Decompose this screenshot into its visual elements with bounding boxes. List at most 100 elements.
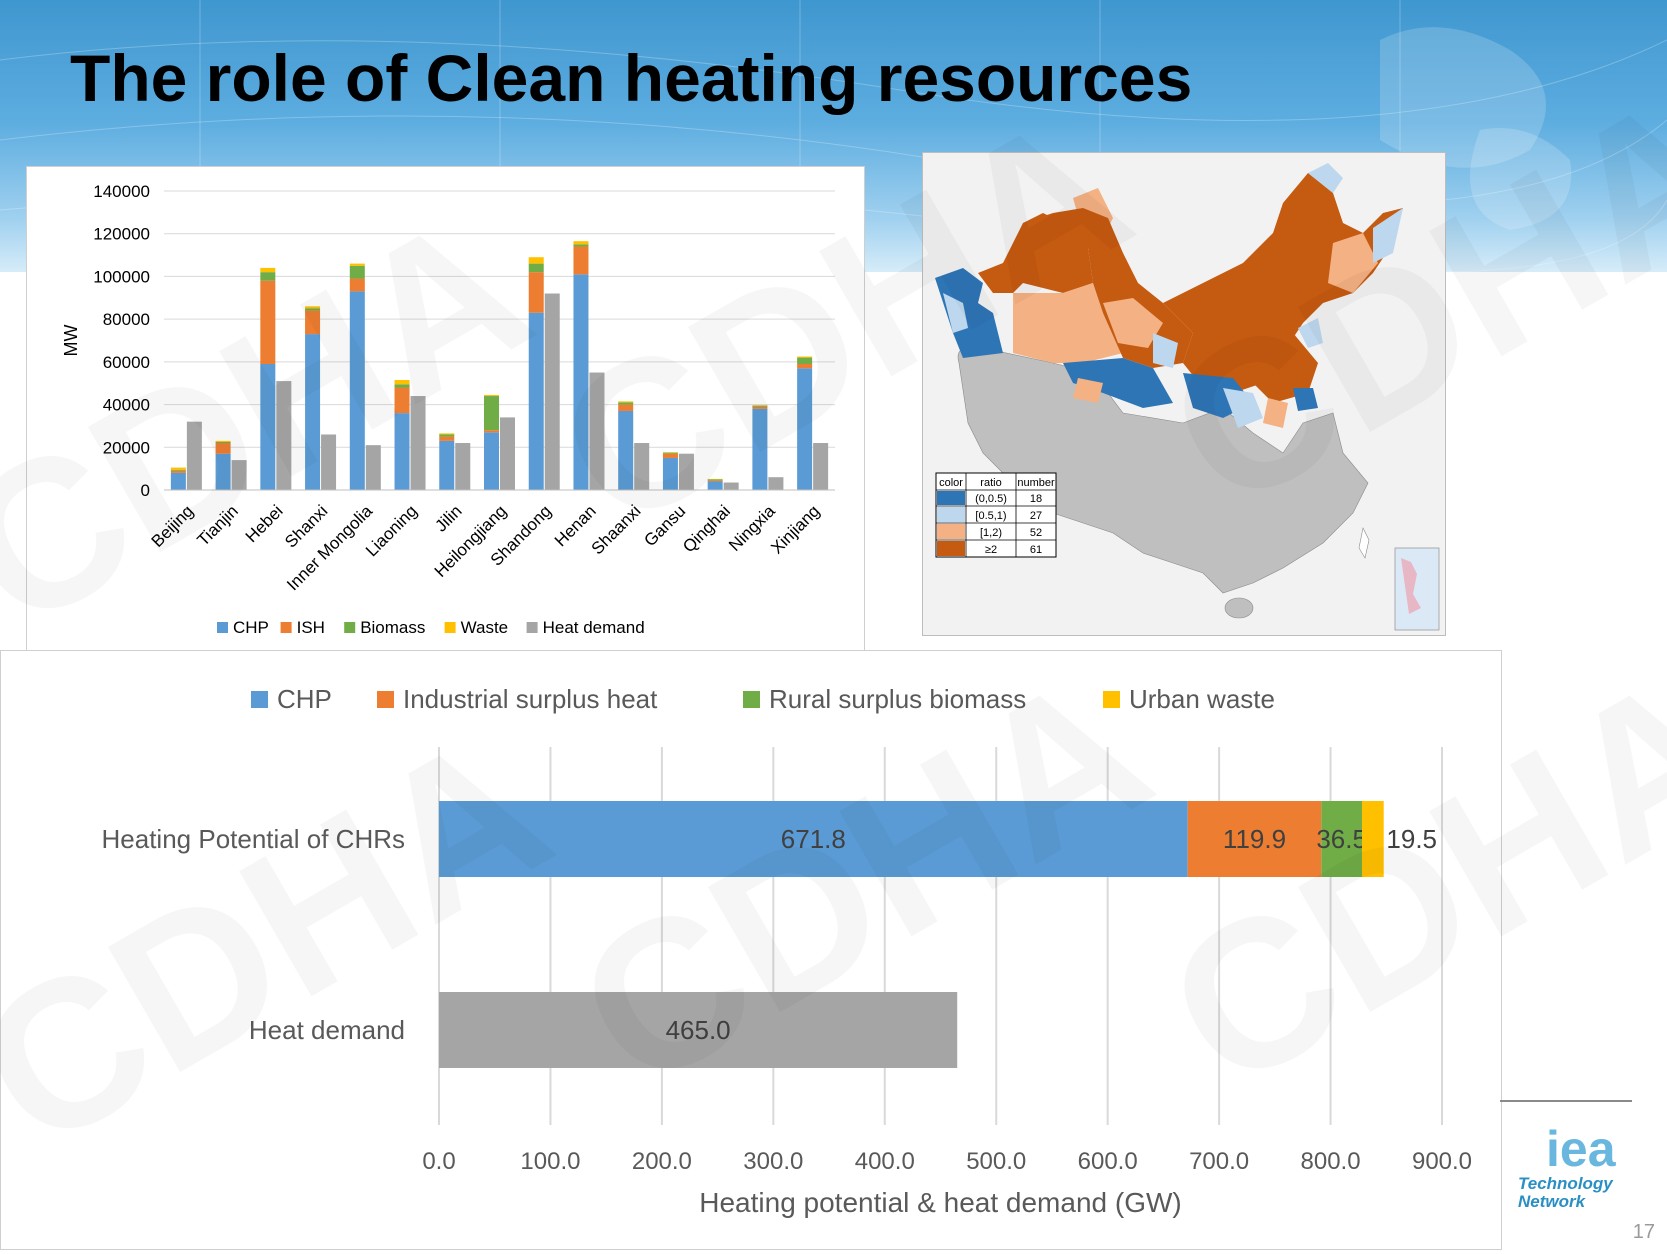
- bar-segment-chp: [260, 364, 275, 490]
- legend-label: Heat demand: [543, 618, 645, 637]
- legend-label: Biomass: [360, 618, 425, 637]
- china-ratio-map: color ratio number (0,0.5) [0.5,1) [1,2)…: [923, 153, 1445, 635]
- bar-segment-waste: [216, 441, 231, 442]
- x-tick-label: 900.0: [1412, 1148, 1472, 1175]
- iea-logo-line2: Network: [1518, 1192, 1585, 1212]
- legend-swatch: [527, 622, 538, 633]
- bar-segment-ish: [216, 443, 231, 454]
- map-legend-ratio: (0,0.5): [975, 493, 1007, 505]
- province-bar-chart: 020000400006000080000100000120000140000M…: [27, 167, 864, 665]
- legend-swatch: [377, 691, 394, 708]
- bar-heat-demand: [545, 294, 560, 490]
- x-tick-label: 600.0: [1078, 1148, 1138, 1175]
- bar-segment-waste: [260, 268, 275, 272]
- bar-segment-chp: [305, 334, 320, 490]
- bar-segment-biomass: [260, 272, 275, 281]
- bar-segment-biomass: [171, 470, 186, 471]
- logo-divider: [1500, 1100, 1632, 1102]
- data-label: 465.0: [666, 1015, 731, 1045]
- bar-segment-biomass: [395, 384, 410, 387]
- map-legend-number: 52: [1030, 527, 1042, 539]
- bar-heat-demand: [724, 483, 739, 490]
- x-tick-label: Shaanxi: [588, 501, 645, 558]
- y-tick-label: 0: [141, 481, 150, 500]
- x-tick-label: 0.0: [422, 1148, 455, 1175]
- iea-logo-text: iea: [1546, 1120, 1616, 1178]
- y-tick-label: 20000: [103, 438, 150, 457]
- y-tick-label: 100000: [93, 267, 150, 286]
- bar-segment-waste: [439, 433, 454, 434]
- map-legend-ratio: [0.5,1): [975, 510, 1006, 522]
- map-legend-swatch: [937, 491, 965, 505]
- y-tick-label: 80000: [103, 310, 150, 329]
- slide-number: 17: [1633, 1221, 1655, 1244]
- y-tick-label: 140000: [93, 182, 150, 201]
- map-legend-table: color ratio number (0,0.5) [0.5,1) [1,2)…: [936, 473, 1056, 557]
- bar-segment-chp: [350, 291, 365, 490]
- bar-segment-waste: [484, 395, 499, 396]
- x-tick-label: Jilin: [431, 501, 465, 535]
- legend-label: Urban waste: [1129, 684, 1275, 714]
- bar-segment-ish: [171, 471, 186, 473]
- x-tick-label: Qinghai: [679, 501, 734, 556]
- bar-segment-chp: [573, 274, 588, 490]
- bar-heat-demand: [589, 373, 604, 490]
- legend-swatch: [281, 622, 292, 633]
- map-panel: color ratio number (0,0.5) [0.5,1) [1,2)…: [922, 152, 1446, 636]
- bar-segment-ish: [708, 480, 723, 481]
- bar-segment-biomass: [663, 453, 678, 454]
- map-legend-number: 27: [1030, 510, 1042, 522]
- bar-heat-demand: [232, 460, 247, 490]
- x-tick-label: 800.0: [1301, 1148, 1361, 1175]
- bar-segment-waste: [529, 257, 544, 263]
- map-legend-swatch: [937, 507, 965, 522]
- data-label: 119.9: [1223, 824, 1286, 854]
- bar-segment-ish: [260, 281, 275, 364]
- bar-segment-ish: [439, 437, 454, 441]
- bar-heat-demand: [768, 477, 783, 490]
- bar-segment-ish: [484, 430, 499, 432]
- map-legend-swatch: [937, 524, 965, 539]
- x-tick-label: Tianjin: [194, 501, 242, 549]
- bar-heat-demand: [276, 381, 291, 490]
- bar-segment-biomass: [708, 479, 723, 480]
- bar-segment-waste: [395, 380, 410, 384]
- y-category-label: Heat demand: [249, 1015, 405, 1045]
- map-legend-header-ratio: ratio: [980, 477, 1001, 489]
- bar-segment-ish: [395, 387, 410, 413]
- x-tick-label: Hebei: [242, 501, 287, 546]
- bar-segment-waste: [305, 306, 320, 308]
- legend-swatch: [251, 691, 268, 708]
- bar-segment-biomass: [484, 396, 499, 430]
- bar-segment-chp: [708, 481, 723, 490]
- x-tick-label: 700.0: [1189, 1148, 1249, 1175]
- bar-heat-demand: [813, 443, 828, 490]
- map-legend-header-number: number: [1017, 477, 1055, 489]
- x-tick-label: 500.0: [966, 1148, 1026, 1175]
- data-label: 36.5: [1316, 824, 1367, 854]
- bar-segment-waste: [171, 468, 186, 470]
- map-legend-ratio: [1,2): [980, 527, 1002, 539]
- bar-segment-biomass: [305, 308, 320, 310]
- y-category-label: Heating Potential of CHRs: [102, 824, 405, 854]
- bar-segment-urban-waste: [1362, 801, 1384, 877]
- legend-label: CHP: [233, 618, 269, 637]
- x-tick-label: 200.0: [632, 1148, 692, 1175]
- bar-segment-ish: [529, 272, 544, 313]
- bar-segment-chp: [395, 413, 410, 490]
- legend-swatch: [445, 622, 456, 633]
- legend-label: Industrial surplus heat: [403, 684, 658, 714]
- y-tick-label: 60000: [103, 353, 150, 372]
- legend-label: CHP: [277, 684, 332, 714]
- y-axis-label: MW: [61, 324, 81, 356]
- bar-segment-ish: [305, 311, 320, 334]
- bar-segment-ish: [350, 279, 365, 292]
- bar-segment-biomass: [439, 434, 454, 436]
- bar-heat-demand: [321, 434, 336, 490]
- bar-segment-biomass: [573, 244, 588, 246]
- map-legend-number: 61: [1030, 544, 1042, 556]
- bar-segment-chp: [529, 313, 544, 490]
